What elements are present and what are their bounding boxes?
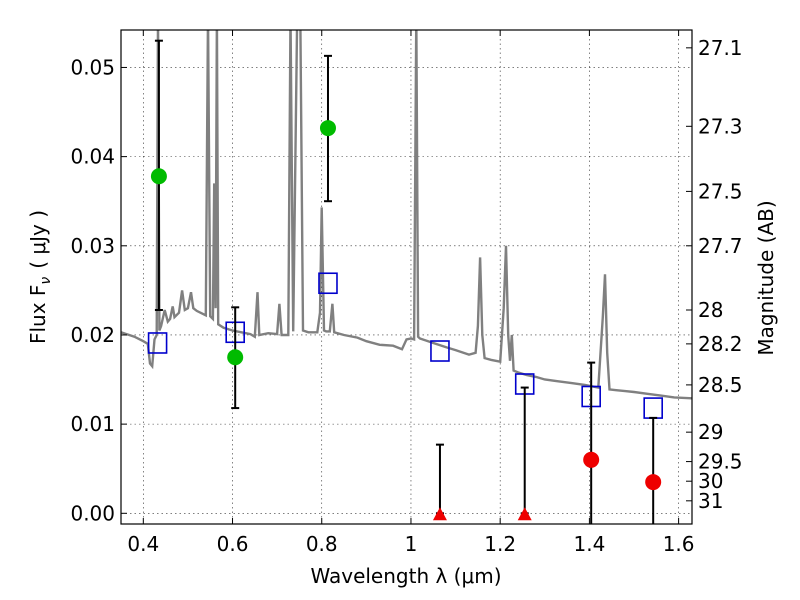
y-tick-label: 0.05 [70,55,115,79]
mag-tick-label: 29.5 [698,450,743,474]
x-axis-label: Wavelength λ (μm) [310,564,501,588]
mag-tick-label: 27.3 [698,114,743,138]
detection-point [150,168,167,185]
detection-point [319,120,336,137]
x-tick-label: 0.8 [306,532,338,556]
y-tick-label: 0.04 [70,145,115,169]
model-photometry-square [318,272,338,295]
model-photometry-square [430,340,450,362]
data-marks [147,39,663,524]
right-axis-label: Magnitude (AB) [754,200,778,355]
detection-point [227,349,244,366]
y-tick-label: 0.01 [70,412,115,436]
mag-tick-label: 27.5 [698,179,743,203]
mag-tick-label: 28.5 [698,373,743,397]
y-tick-label: 0.03 [70,234,115,258]
mag-tick-label: 27.1 [698,36,743,60]
x-tick-label: 1.2 [484,532,516,556]
low-sn-point [645,474,662,491]
mag-tick-label: 28 [698,298,723,322]
y-axis-label-sub: ν [38,277,54,285]
mag-tick-label: 28.2 [698,332,743,356]
model-photometry-square [147,332,168,354]
mag-tick-label: 31 [698,489,723,513]
low-sn-point [583,451,600,468]
y-tick-label: 0.00 [70,501,115,525]
y-axis-label-unit: ( μJy ) [26,210,50,269]
x-tick-label: 0.4 [127,532,159,556]
x-tick-label: 0.6 [217,532,249,556]
mag-tick-label: 29 [698,420,723,444]
x-tick-label: 1 [405,532,418,556]
y-tick-label: 0.02 [70,323,115,347]
plot-frame [120,29,693,525]
x-tick-label: 1.6 [663,532,695,556]
mag-tick-label: 27.7 [698,234,743,258]
model-spectrum-line [121,30,692,400]
upper-limit-triangle [432,507,447,521]
mag-tick-label: 30 [698,469,723,493]
y-axis-label: Flux Fν ( μJy ) [26,210,54,344]
x-tick-label: 1.4 [573,532,605,556]
y-axis-label-main: Flux F [26,285,50,344]
upper-limit-triangle [517,507,532,521]
model-photometry-square [643,397,663,419]
axis-ticks: 0.4 0.6 0.8 1 1.2 1.4 1.6 0.00 0.01 0.02 0.03 0.04 0… [70,30,743,556]
